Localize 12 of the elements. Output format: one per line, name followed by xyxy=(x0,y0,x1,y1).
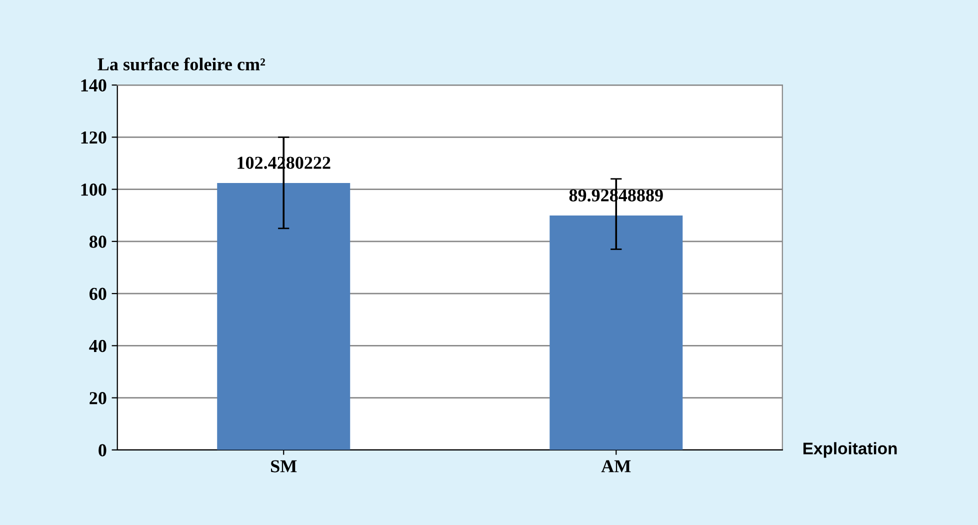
y-tick-label: 60 xyxy=(90,288,106,300)
x-axis-title: Exploitation xyxy=(803,442,897,458)
y-tick-label: 100 xyxy=(81,184,106,196)
x-tick-label: SM xyxy=(271,460,297,472)
y-tick-label: 40 xyxy=(89,340,106,352)
y-tick-label: 0 xyxy=(98,444,106,456)
x-tick-label: AM xyxy=(601,460,631,472)
y-tick-label: 140 xyxy=(81,79,106,92)
y-tick-label: 80 xyxy=(89,236,106,248)
y-axis-title: La surface foleire cm² xyxy=(98,58,266,70)
y-tick-label: 120 xyxy=(81,131,106,144)
y-tick-label: 20 xyxy=(90,392,106,404)
